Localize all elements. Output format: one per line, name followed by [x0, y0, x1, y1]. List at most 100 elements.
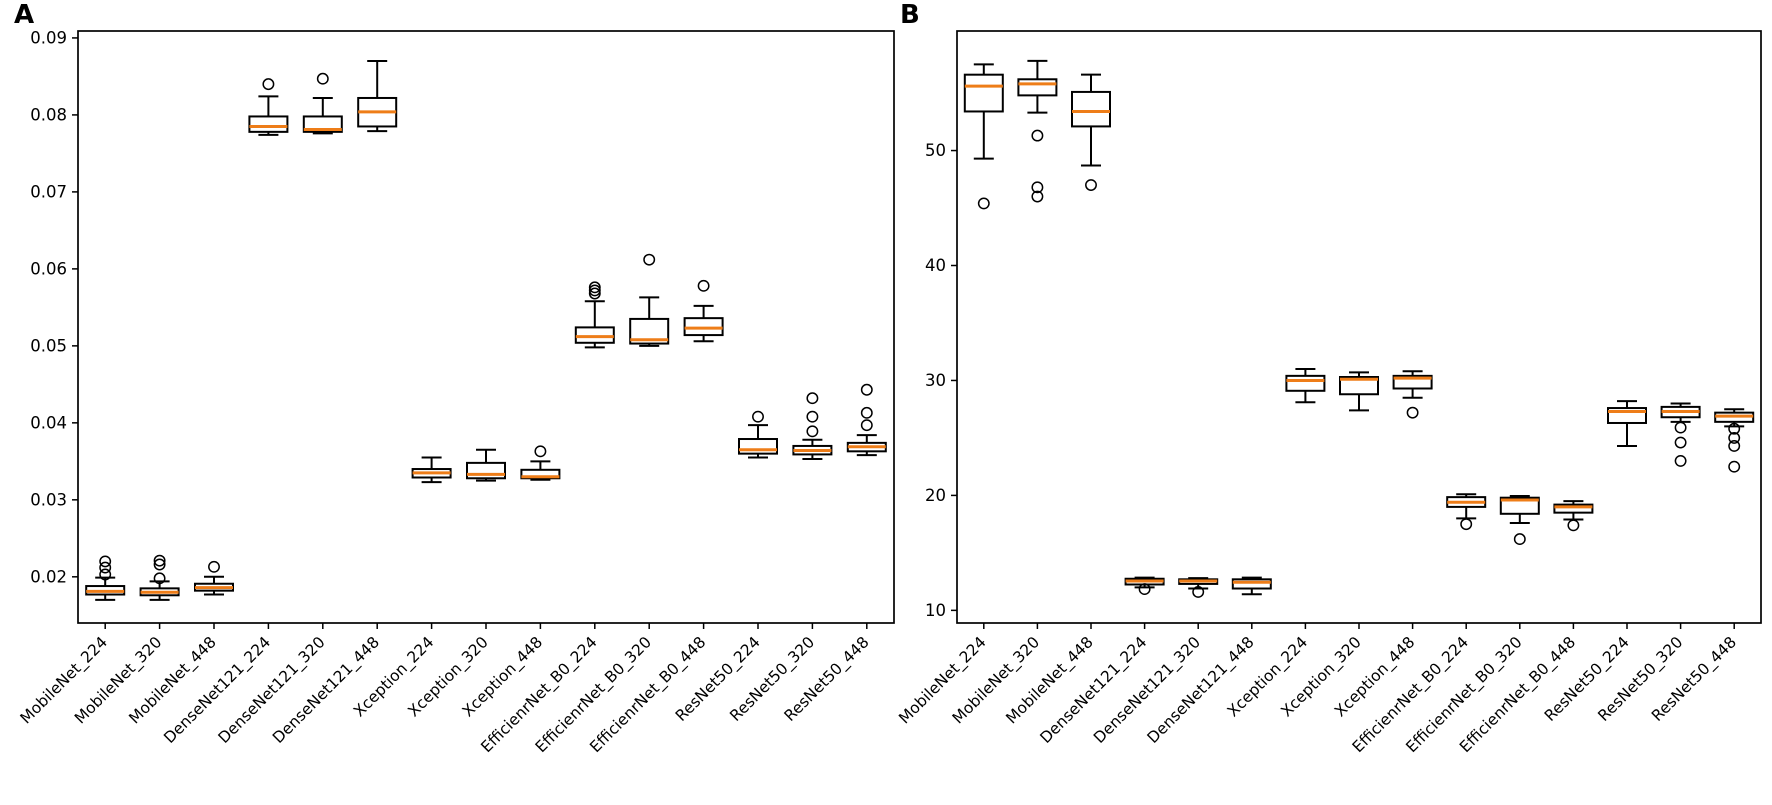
x-tick-label: MobileNet_224	[895, 633, 990, 728]
iqr-box	[248, 115, 289, 133]
outlier-point	[1567, 519, 1580, 532]
box-ResNet50_320	[1660, 402, 1701, 467]
outlier-point	[1406, 406, 1419, 419]
outlier-point	[1728, 422, 1741, 435]
x-tick-label: MobileNet_224	[17, 633, 112, 728]
panel-a-axes: 0.02 0.03 0.04 0.05 0.06 0.07 0.08 0.09 MobileNe…	[17, 28, 895, 757]
iqr-box	[1231, 578, 1272, 590]
box-ResNet50_448	[1714, 408, 1755, 473]
y-tick-label: 0.02	[30, 567, 67, 586]
iqr-box	[1499, 496, 1540, 515]
outlier-point	[806, 392, 819, 405]
box-DenseNet121_320	[1178, 577, 1219, 598]
box-Xception_224	[411, 456, 452, 484]
outlier-point	[1031, 129, 1044, 142]
outlier-point	[1031, 181, 1044, 194]
box-EfficienrNet_B0_224	[1446, 493, 1487, 531]
y-tick-label: 50	[925, 141, 946, 160]
box-DenseNet121_448	[1231, 576, 1272, 596]
outlier-point	[860, 383, 873, 396]
box-EfficienrNet_B0_224	[574, 281, 615, 349]
outlier-point	[208, 560, 220, 573]
y-tick-label: 10	[925, 601, 946, 620]
outlier-point	[588, 281, 601, 294]
outlier-point	[99, 568, 112, 581]
outlier-point	[588, 287, 601, 300]
y-tick-label: 20	[925, 486, 946, 505]
box-MobileNet_448	[1071, 73, 1111, 191]
box-Xception_448	[1392, 370, 1433, 419]
outlier-point	[806, 425, 819, 438]
outlier-point	[1513, 533, 1526, 546]
box-Xception_320	[466, 448, 506, 482]
box-MobileNet_448	[194, 560, 234, 596]
box-MobileNet_224	[963, 63, 1004, 210]
outlier-point	[643, 253, 656, 266]
outlier-point	[806, 410, 819, 423]
iqr-box	[738, 438, 778, 455]
panel-b-label: B	[900, 0, 920, 30]
iqr-box	[302, 115, 343, 133]
outlier-point	[697, 279, 710, 292]
iqr-box	[1553, 503, 1594, 514]
outlier-point	[153, 572, 166, 585]
outlier-point	[1728, 440, 1741, 452]
box-ResNet50_224	[738, 410, 778, 459]
y-tick-label: 0.04	[30, 413, 67, 432]
outlier-point	[1138, 583, 1151, 596]
outlier-point	[860, 419, 873, 432]
outlier-point	[1031, 190, 1044, 203]
outlier-point	[1192, 586, 1205, 598]
box-DenseNet121_224	[1124, 576, 1165, 596]
outlier-point	[153, 558, 166, 571]
box-DenseNet121_224	[248, 78, 289, 136]
iqr-box	[1071, 90, 1111, 128]
outlier-point	[262, 78, 275, 91]
outlier-point	[1674, 421, 1687, 434]
box-DenseNet121_448	[357, 60, 398, 133]
box-MobileNet_320	[139, 554, 180, 601]
axes-frame	[77, 30, 895, 624]
box-EfficienrNet_B0_448	[683, 279, 724, 343]
y-tick-label: 0.09	[30, 28, 67, 47]
box-EfficienrNet_B0_320	[629, 253, 670, 347]
iqr-box	[574, 326, 615, 344]
y-tick-label: 0.08	[30, 105, 67, 124]
panel-b-axes: 1020304050MobileNet_224MobileNet_320Mobi…	[895, 30, 1762, 757]
outlier-point	[316, 72, 329, 85]
box-EfficienrNet_B0_320	[1499, 494, 1540, 546]
outlier-point	[99, 555, 112, 568]
y-tick-label: 0.05	[30, 336, 67, 355]
outlier-point	[1674, 454, 1687, 467]
outlier-point	[1728, 431, 1741, 444]
y-tick-label: 0.07	[30, 182, 67, 201]
iqr-box	[683, 317, 724, 337]
outlier-point	[588, 284, 601, 297]
outlier-point	[1674, 436, 1687, 449]
outlier-point	[1085, 179, 1097, 191]
box-Xception_320	[1339, 371, 1379, 412]
box-Xception_224	[1285, 367, 1326, 404]
iqr-box	[1285, 374, 1326, 392]
outlier-point	[752, 410, 764, 423]
iqr-box	[1017, 78, 1058, 97]
box-MobileNet_224	[85, 555, 126, 601]
box-DenseNet121_320	[302, 72, 343, 135]
outlier-point	[860, 406, 873, 419]
box-MobileNet_320	[1017, 59, 1058, 203]
outlier-point	[977, 197, 990, 210]
box-EfficienrNet_B0_448	[1553, 500, 1594, 532]
box-ResNet50_448	[846, 383, 887, 457]
y-tick-label: 40	[925, 256, 946, 275]
panel-a-label: A	[14, 0, 35, 30]
iqr-box	[466, 461, 506, 480]
outlier-point	[153, 554, 166, 567]
outlier-point	[1728, 460, 1741, 473]
y-tick-label: 30	[925, 371, 946, 390]
y-tick-label: 0.06	[30, 259, 67, 278]
outlier-point	[99, 561, 112, 574]
box-Xception_448	[520, 445, 561, 481]
outlier-point	[534, 445, 547, 458]
